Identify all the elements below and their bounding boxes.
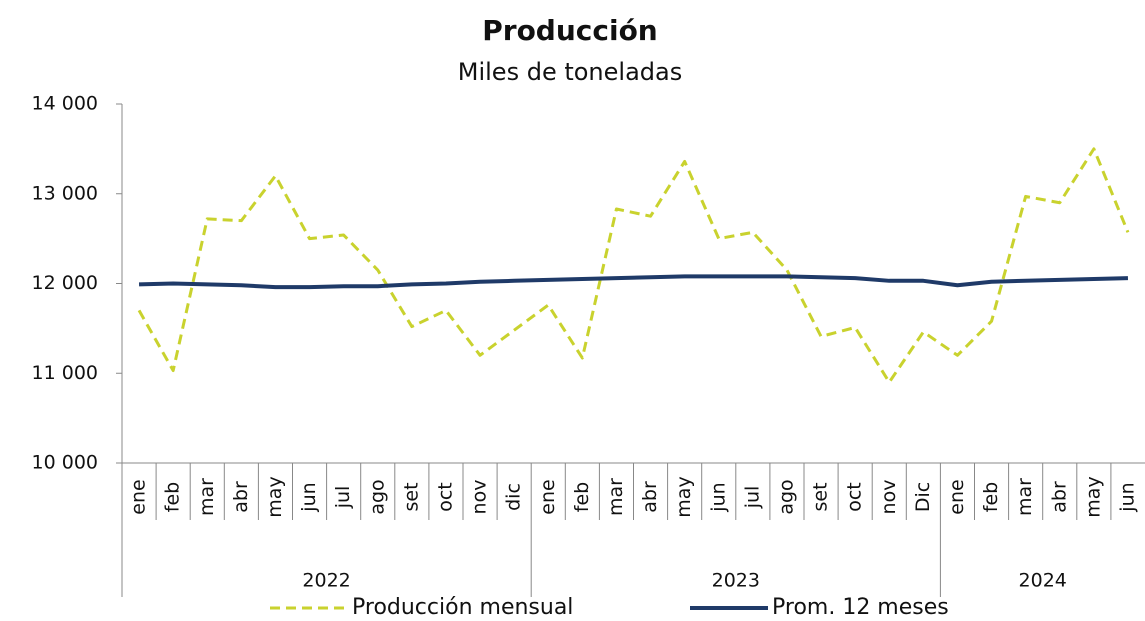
x-tick-label: may bbox=[1082, 476, 1104, 517]
x-tick-label: oct bbox=[434, 482, 456, 512]
x-tick-label: may bbox=[264, 476, 286, 517]
x-tick-label: abr bbox=[230, 481, 252, 513]
x-tick-label: Dic bbox=[912, 482, 934, 512]
x-tick-label: jun bbox=[707, 482, 729, 512]
x-tick-label: nov bbox=[469, 480, 491, 515]
y-tick-label: 14 000 bbox=[32, 93, 98, 115]
chart-subtitle: Miles de toneladas bbox=[458, 58, 682, 86]
x-tick-label: mar bbox=[1014, 478, 1036, 516]
year-label: 2024 bbox=[1019, 570, 1067, 592]
x-tick-label: jun bbox=[1116, 482, 1138, 512]
x-tick-label: ene bbox=[537, 479, 559, 514]
x-tick-label: jun bbox=[298, 482, 320, 512]
y-tick-label: 12 000 bbox=[32, 272, 98, 294]
x-tick-label: may bbox=[673, 476, 695, 517]
x-tick-label: ene bbox=[128, 479, 150, 514]
x-tick-label: feb bbox=[162, 482, 184, 512]
x-tick-label: mar bbox=[605, 478, 627, 516]
x-tick-label: mar bbox=[196, 478, 218, 516]
x-tick-label: feb bbox=[571, 482, 593, 512]
x-tick-label: set bbox=[400, 482, 422, 511]
series-line bbox=[138, 274, 1129, 290]
x-tick-label: ago bbox=[775, 479, 797, 514]
series-line bbox=[137, 147, 1130, 384]
y-tick-label: 11 000 bbox=[32, 362, 98, 384]
y-tick-label: 13 000 bbox=[32, 182, 98, 204]
x-tick-label: ene bbox=[946, 479, 968, 514]
y-tick-label: 10 000 bbox=[32, 452, 98, 474]
x-tick-label: set bbox=[810, 482, 832, 511]
x-tick-label: dic bbox=[503, 483, 525, 511]
chart-title: Producción bbox=[482, 14, 658, 47]
x-tick-label: oct bbox=[844, 482, 866, 512]
x-tick-label: nov bbox=[878, 480, 900, 515]
x-tick-label: ago bbox=[366, 479, 388, 514]
x-tick-label: jul bbox=[741, 486, 763, 510]
legend-label: Producción mensual bbox=[352, 595, 573, 620]
legend-label: Prom. 12 meses bbox=[772, 595, 949, 620]
year-label: 2023 bbox=[712, 570, 760, 592]
x-tick-label: jul bbox=[332, 486, 354, 510]
x-tick-label: feb bbox=[980, 482, 1002, 512]
x-tick-label: abr bbox=[639, 481, 661, 513]
year-label: 2022 bbox=[302, 570, 350, 592]
x-tick-label: abr bbox=[1048, 481, 1070, 513]
